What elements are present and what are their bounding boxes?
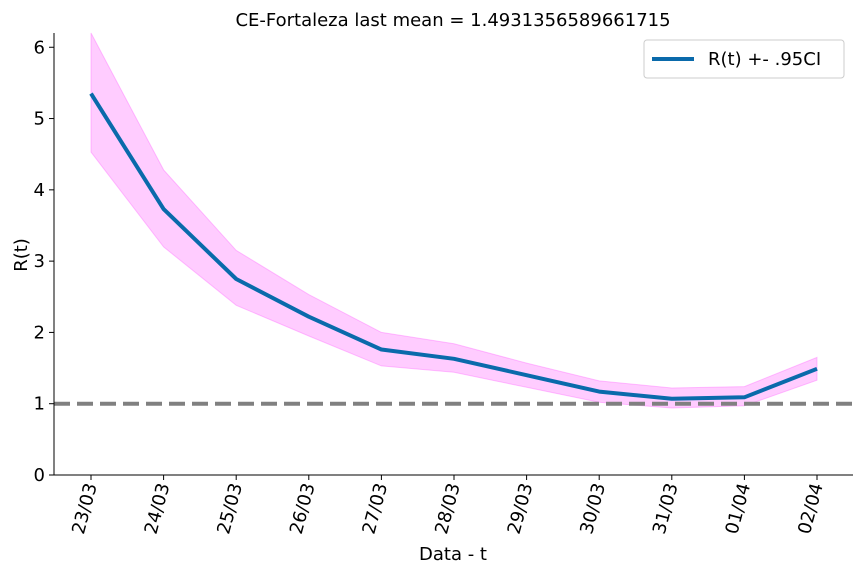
legend-box <box>643 39 845 79</box>
x-tick-label: 30/03 <box>576 481 610 537</box>
chart-title: CE-Fortaleza last mean = 1.4931356589661… <box>235 10 670 31</box>
x-tick-label: 24/03 <box>141 481 175 537</box>
y-ticks: 0 1 2 3 4 5 6 <box>34 37 54 486</box>
series-line <box>89 92 818 401</box>
legend-label: R(t) +- .95CI <box>708 49 821 70</box>
x-tick-label: 27/03 <box>359 481 393 537</box>
x-tick-label: 29/03 <box>504 481 538 537</box>
y-axis-label: R(t) <box>11 238 32 272</box>
x-axis-label: Data - t <box>419 544 487 565</box>
legend: R(t) +- .95CI <box>643 39 845 79</box>
x-tick-label: 01/04 <box>722 481 756 537</box>
x-tick-label: 25/03 <box>213 481 247 537</box>
x-tick-label: 31/03 <box>649 481 683 537</box>
confidence-band <box>90 32 818 409</box>
x-tick-label: 02/04 <box>794 481 828 537</box>
y-tick-label: 2 <box>34 322 45 343</box>
y-tick-label: 6 <box>34 37 45 58</box>
x-tick-label: 23/03 <box>68 481 102 537</box>
y-tick-label: 0 <box>34 465 45 486</box>
x-ticks: 23/03 24/03 25/03 26/03 27/03 28/03 29/03 30/03… <box>68 475 828 536</box>
x-tick-label: 26/03 <box>286 481 320 537</box>
y-tick-label: 1 <box>34 394 45 415</box>
y-tick-label: 4 <box>34 180 45 201</box>
x-tick-label: 28/03 <box>431 481 465 537</box>
plot-area <box>54 32 853 409</box>
y-tick-label: 5 <box>34 109 45 130</box>
y-tick-label: 3 <box>34 251 45 272</box>
